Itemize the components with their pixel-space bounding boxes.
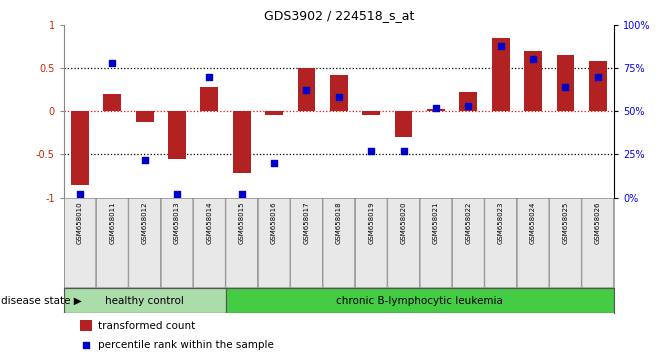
Text: percentile rank within the sample: percentile rank within the sample	[98, 340, 274, 350]
Point	[107, 60, 117, 65]
FancyBboxPatch shape	[485, 198, 517, 288]
Text: GSM658025: GSM658025	[562, 201, 568, 244]
Text: GSM658020: GSM658020	[401, 201, 407, 244]
FancyBboxPatch shape	[129, 198, 160, 288]
FancyBboxPatch shape	[388, 198, 419, 288]
Text: GSM658026: GSM658026	[595, 201, 601, 244]
FancyBboxPatch shape	[64, 198, 96, 288]
Text: GSM658022: GSM658022	[465, 201, 471, 244]
Point	[333, 95, 344, 100]
Point	[301, 87, 312, 93]
Point	[140, 157, 150, 162]
Point	[81, 342, 92, 348]
FancyBboxPatch shape	[356, 198, 387, 288]
FancyBboxPatch shape	[193, 198, 225, 288]
Bar	[427, 109, 445, 111]
FancyBboxPatch shape	[550, 198, 581, 288]
Point	[74, 191, 85, 197]
Text: GSM658013: GSM658013	[174, 201, 180, 244]
Text: GSM658016: GSM658016	[271, 201, 277, 244]
Point	[463, 103, 474, 109]
Bar	[136, 111, 154, 121]
FancyBboxPatch shape	[226, 198, 258, 288]
Point	[431, 105, 442, 110]
Point	[495, 43, 506, 48]
Bar	[225, 288, 614, 313]
Text: disease state ▶: disease state ▶	[1, 296, 81, 306]
Bar	[524, 51, 542, 111]
Bar	[81, 320, 93, 331]
FancyBboxPatch shape	[420, 198, 452, 288]
Text: GSM658014: GSM658014	[207, 201, 213, 244]
Bar	[64, 288, 225, 313]
Text: healthy control: healthy control	[105, 296, 184, 306]
FancyBboxPatch shape	[258, 198, 290, 288]
Bar	[103, 94, 121, 111]
Text: GSM658021: GSM658021	[433, 201, 439, 244]
Point	[527, 57, 538, 62]
Point	[560, 84, 571, 90]
Title: GDS3902 / 224518_s_at: GDS3902 / 224518_s_at	[264, 9, 414, 22]
Point	[592, 74, 603, 79]
Bar	[460, 92, 477, 111]
FancyBboxPatch shape	[291, 198, 322, 288]
Bar	[556, 55, 574, 111]
Point	[204, 74, 215, 79]
Bar	[492, 38, 509, 111]
Text: GSM658011: GSM658011	[109, 201, 115, 244]
Text: transformed count: transformed count	[98, 320, 195, 331]
Bar	[71, 111, 89, 184]
Point	[236, 191, 247, 197]
Bar	[233, 111, 251, 173]
FancyBboxPatch shape	[323, 198, 355, 288]
Bar	[589, 61, 607, 111]
Bar	[362, 111, 380, 115]
FancyBboxPatch shape	[582, 198, 614, 288]
Point	[172, 191, 183, 197]
Text: GSM658023: GSM658023	[498, 201, 504, 244]
FancyBboxPatch shape	[452, 198, 484, 288]
Point	[398, 148, 409, 154]
Bar	[395, 111, 413, 137]
FancyBboxPatch shape	[97, 198, 128, 288]
Text: GSM658017: GSM658017	[303, 201, 309, 244]
Bar	[168, 111, 186, 159]
Text: GSM658018: GSM658018	[336, 201, 342, 244]
Text: GSM658012: GSM658012	[142, 201, 148, 244]
Point	[269, 160, 280, 166]
Text: GSM658010: GSM658010	[77, 201, 83, 244]
Point	[366, 148, 376, 154]
Bar	[298, 68, 315, 111]
Bar	[265, 111, 283, 115]
Bar	[201, 87, 218, 111]
Text: GSM658024: GSM658024	[530, 201, 536, 244]
Text: GSM658015: GSM658015	[239, 201, 245, 244]
FancyBboxPatch shape	[161, 198, 193, 288]
Bar	[330, 75, 348, 111]
Text: GSM658019: GSM658019	[368, 201, 374, 244]
Text: chronic B-lymphocytic leukemia: chronic B-lymphocytic leukemia	[336, 296, 503, 306]
FancyBboxPatch shape	[517, 198, 549, 288]
